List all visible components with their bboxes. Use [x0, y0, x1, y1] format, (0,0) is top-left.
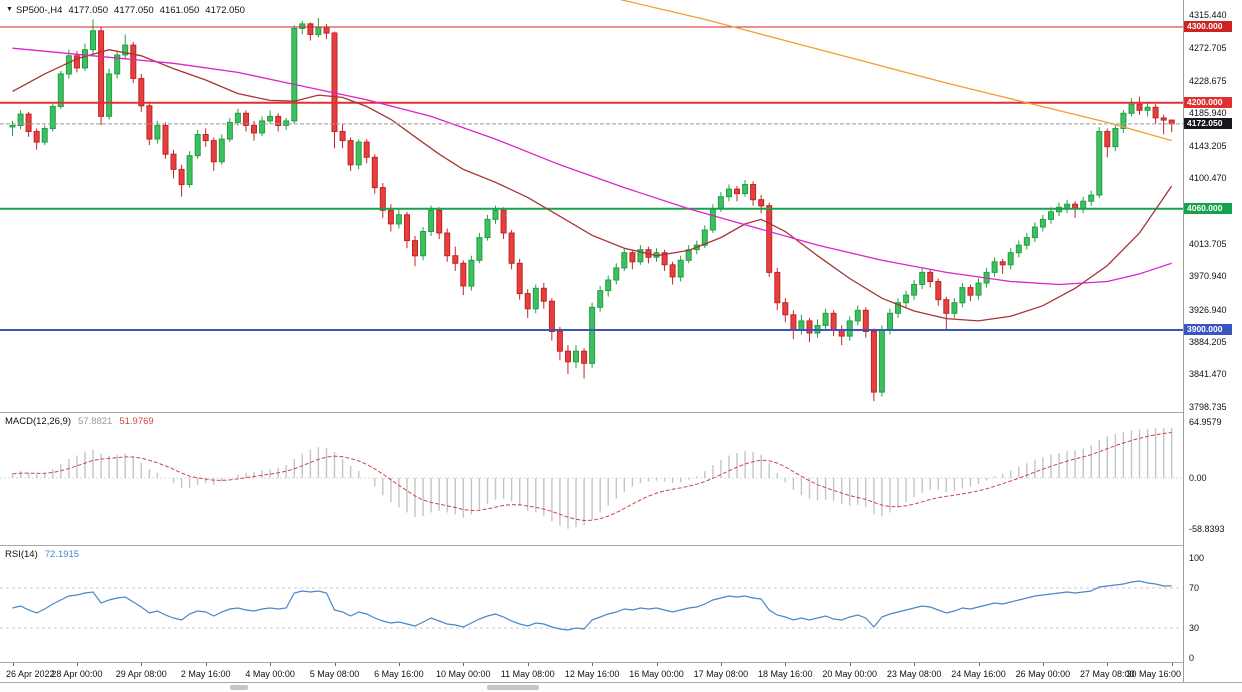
panel-separator — [0, 662, 1242, 663]
price-axis-label: 3884.205 — [1189, 336, 1227, 347]
price-axis-label: 3798.735 — [1189, 401, 1227, 412]
macd-axis-label: 0.00 — [1189, 473, 1207, 483]
date-label: 10 May 00:00 — [436, 669, 491, 679]
rsi-value: 72.1915 — [44, 549, 80, 560]
rsi-label: RSI(14) — [5, 549, 38, 560]
main-chart-panel[interactable]: ▼ SP500-,H4 4177.050 4177.050 4161.050 4172.0… — [0, 0, 1183, 412]
bottom-scrollbar[interactable] — [0, 683, 1242, 692]
scrollbar-thumb[interactable] — [230, 685, 248, 690]
time-axis-tick — [141, 663, 143, 666]
price-axis-border-line — [1183, 0, 1184, 682]
chart-legend: ▼ SP500-,H4 4177.050 4177.050 4161.050 4172.0… — [6, 5, 245, 16]
time-axis[interactable]: 26 Apr 2022 28 Apr 00:00 29 Apr 08:00 2 May… — [0, 663, 1183, 682]
time-axis-tick — [12, 663, 14, 666]
macd-chart-canvas[interactable] — [0, 413, 1183, 545]
price-level-badge: 4060.000 — [1184, 202, 1232, 215]
ohlc-high-value: 4177.050 — [114, 5, 154, 16]
time-axis-tick — [398, 663, 400, 666]
date-label: 26 Apr 2022 — [6, 669, 55, 679]
time-axis-tick — [1107, 663, 1109, 666]
macd-main-value: 57.8821 — [78, 416, 113, 427]
rsi-legend: RSI(14) 72.1915 — [5, 549, 79, 560]
macd-legend: MACD(12,26,9) 57.8821 51.9769 — [5, 416, 154, 427]
price-axis-label: 3841.470 — [1189, 369, 1227, 380]
rsi-axis-label: 70 — [1189, 583, 1200, 593]
macd-indicator-panel[interactable]: MACD(12,26,9) 57.8821 51.9769 — [0, 413, 1183, 545]
panel-separator[interactable] — [0, 412, 1242, 413]
time-axis-tick — [270, 663, 272, 666]
time-axis-tick — [978, 663, 980, 666]
time-axis-tick — [914, 663, 916, 666]
price-axis-label: 3970.940 — [1189, 271, 1227, 282]
date-label: 23 May 08:00 — [886, 669, 942, 679]
price-level-badge: 4200.000 — [1184, 96, 1232, 109]
price-level-badge: 3900.000 — [1184, 323, 1232, 336]
symbol-period-label: SP500-,H4 — [15, 5, 63, 16]
date-label: 2 May 16:00 — [180, 669, 231, 679]
date-label: 17 May 08:00 — [693, 669, 749, 679]
rsi-chart-canvas[interactable] — [0, 546, 1183, 662]
date-label: 29 Apr 08:00 — [115, 669, 167, 679]
macd-axis-label: -58.8393 — [1189, 523, 1225, 534]
ohlc-low-value: 4161.050 — [159, 5, 200, 16]
price-axis-label: 4315.440 — [1189, 10, 1227, 21]
time-axis-tick — [527, 663, 529, 666]
price-axis-label: 4185.940 — [1189, 108, 1227, 119]
ohlc-open-value: 4177.050 — [68, 5, 109, 16]
price-axis-label: 3926.940 — [1189, 304, 1227, 315]
date-label: 28 Apr 00:00 — [51, 669, 103, 679]
candlestick-chart-canvas[interactable] — [0, 0, 1183, 412]
time-axis-tick — [463, 663, 465, 666]
rsi-indicator-panel[interactable]: RSI(14) 72.1915 — [0, 546, 1183, 662]
date-label: 4 May 00:00 — [245, 669, 295, 679]
ohlc-close-value: 4172.050 — [205, 5, 245, 16]
date-label: 11 May 08:00 — [500, 669, 555, 679]
time-axis-tick — [1042, 663, 1044, 666]
price-axis-label: 4143.205 — [1189, 140, 1227, 151]
macd-label: MACD(12,26,9) — [5, 416, 71, 427]
date-label: 24 May 16:00 — [951, 669, 1006, 679]
time-axis-tick — [76, 663, 78, 666]
time-axis-tick — [205, 663, 207, 666]
rsi-axis-label: 30 — [1189, 623, 1200, 633]
macd-axis-label: 64.9579 — [1189, 416, 1222, 427]
time-axis-tick — [785, 663, 787, 666]
price-axis-label: 4100.470 — [1189, 173, 1227, 184]
date-label: 12 May 16:00 — [564, 669, 620, 679]
time-axis-tick — [656, 663, 658, 666]
date-label: 20 May 00:00 — [822, 669, 877, 679]
date-label: 18 May 16:00 — [758, 669, 813, 679]
date-label: 5 May 08:00 — [309, 669, 360, 679]
date-label: 16 May 00:00 — [629, 669, 684, 679]
panel-separator[interactable] — [0, 545, 1242, 546]
date-label: 27 May 08:00 — [1080, 669, 1135, 679]
scrollbar-thumb[interactable] — [487, 685, 539, 690]
price-axis[interactable]: 4315.440 4272.705 4228.675 4185.940 4143.205… — [1184, 0, 1242, 682]
date-label: 30 May 16:00 — [1126, 669, 1181, 679]
time-axis-tick — [720, 663, 722, 666]
price-axis-label: 4228.675 — [1189, 75, 1227, 86]
macd-signal-value: 51.9769 — [119, 416, 154, 427]
date-label: 26 May 00:00 — [1015, 669, 1071, 679]
dropdown-triangle-icon[interactable]: ▼ — [6, 6, 13, 13]
price-axis-label: 4272.705 — [1189, 42, 1227, 53]
panel-separator — [0, 682, 1242, 683]
current-price-badge: 4172.050 — [1184, 117, 1232, 130]
date-label: 6 May 16:00 — [374, 669, 424, 679]
time-axis-tick — [334, 663, 336, 666]
time-axis-tick — [1171, 663, 1173, 666]
time-axis-tick — [849, 663, 851, 666]
rsi-axis-label: 100 — [1189, 553, 1205, 563]
price-axis-label: 4013.705 — [1189, 238, 1227, 249]
time-axis-tick — [592, 663, 594, 666]
rsi-axis-label: 0 — [1189, 653, 1195, 663]
price-level-badge: 4300.000 — [1184, 20, 1232, 33]
